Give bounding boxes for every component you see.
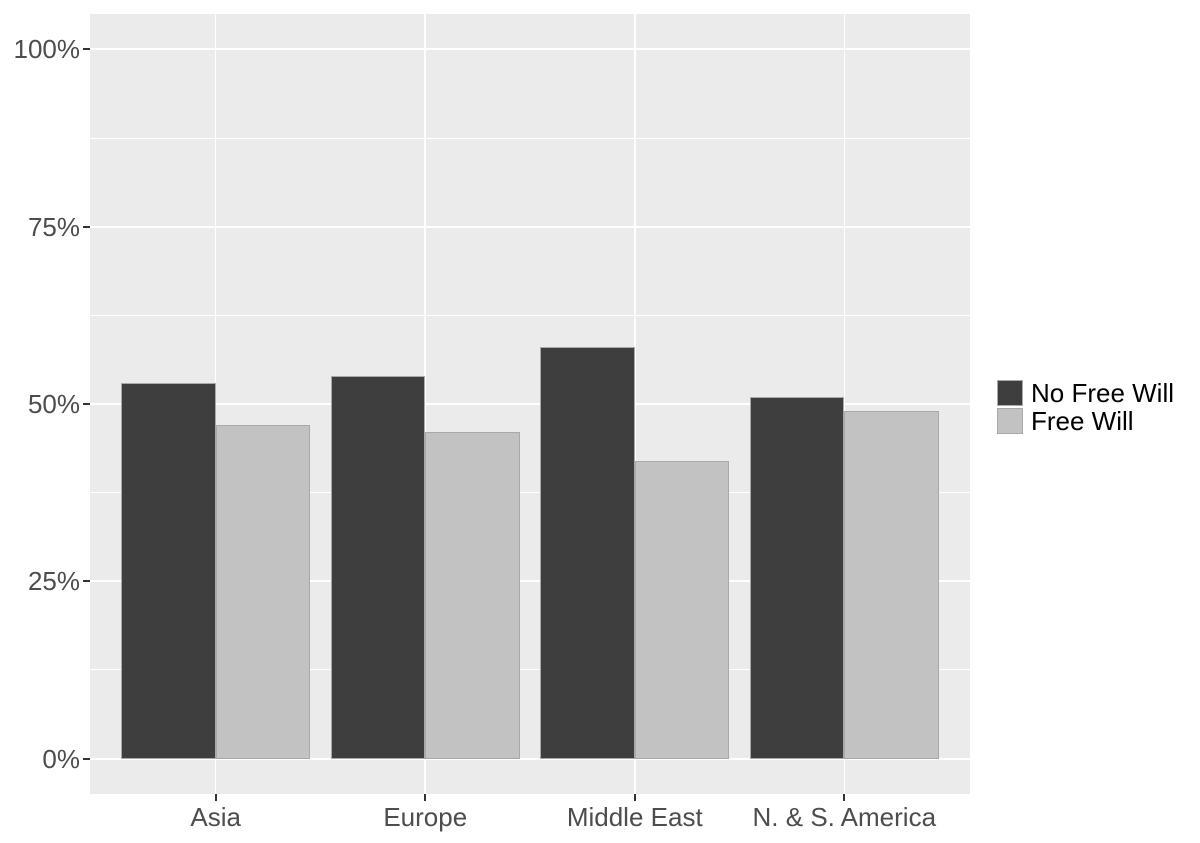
bar-free-will-asia (215, 425, 310, 759)
x-axis-label-asia: Asia (190, 802, 241, 832)
gridline-major-horizontal (90, 48, 970, 51)
x-axis-label-middle-east: Middle East (566, 802, 703, 832)
x-axis-tick (633, 794, 636, 801)
x-axis-label-europe: Europe (383, 802, 468, 832)
y-axis-tick (83, 757, 90, 760)
x-axis-tick (424, 794, 427, 801)
bar-no-free-will-middle-east (540, 347, 635, 759)
y-axis-label: 100% (13, 34, 81, 65)
gridline-major-horizontal (90, 757, 970, 760)
gridline-minor-horizontal (90, 492, 970, 494)
gridline-minor-horizontal (90, 314, 970, 316)
y-axis-label: 50% (27, 389, 80, 419)
y-axis-label: 25% (27, 566, 80, 597)
y-axis-tick (83, 48, 90, 51)
y-axis-label: 0% (42, 743, 80, 774)
legend-item-no-free-will: No Free Will (997, 377, 1175, 408)
legend-label: No Free Will (1031, 377, 1175, 408)
plot-panel (90, 14, 970, 794)
gridline-vertical-middle-east (634, 14, 636, 794)
gridline-vertical-europe (424, 14, 426, 794)
bar-free-will-n-s-america (844, 411, 939, 759)
bar-no-free-will-asia (121, 382, 216, 759)
bar-no-free-will-europe (330, 375, 426, 759)
y-axis-tick (83, 225, 90, 228)
x-axis-tick (214, 794, 217, 801)
bar-no-free-will-n-s-america (750, 396, 845, 759)
x-axis-label-n-s-america: N. & S. America (752, 802, 937, 832)
y-axis-tick (83, 580, 90, 583)
gridline-major-horizontal (90, 225, 970, 228)
y-axis-tick (83, 403, 90, 405)
legend-swatch-free-will (997, 408, 1023, 434)
gridline-major-horizontal (90, 580, 970, 583)
gridline-major-horizontal (90, 403, 970, 405)
legend-item-free-will: Free Will (997, 405, 1174, 436)
gridline-minor-horizontal (90, 669, 970, 671)
bar-free-will-middle-east (634, 460, 730, 759)
y-axis-label: 75% (27, 211, 80, 242)
gridline-vertical-asia (214, 14, 217, 794)
legend: No Free Will Free Will (997, 377, 1175, 436)
gridline-vertical-n-s-america (843, 14, 846, 794)
gridline-minor-horizontal (90, 137, 970, 139)
legend-label: Free Will (1031, 405, 1134, 436)
legend-swatch-no-free-will (997, 380, 1023, 406)
x-axis-tick (843, 794, 846, 801)
bar-free-will-europe (425, 432, 520, 759)
